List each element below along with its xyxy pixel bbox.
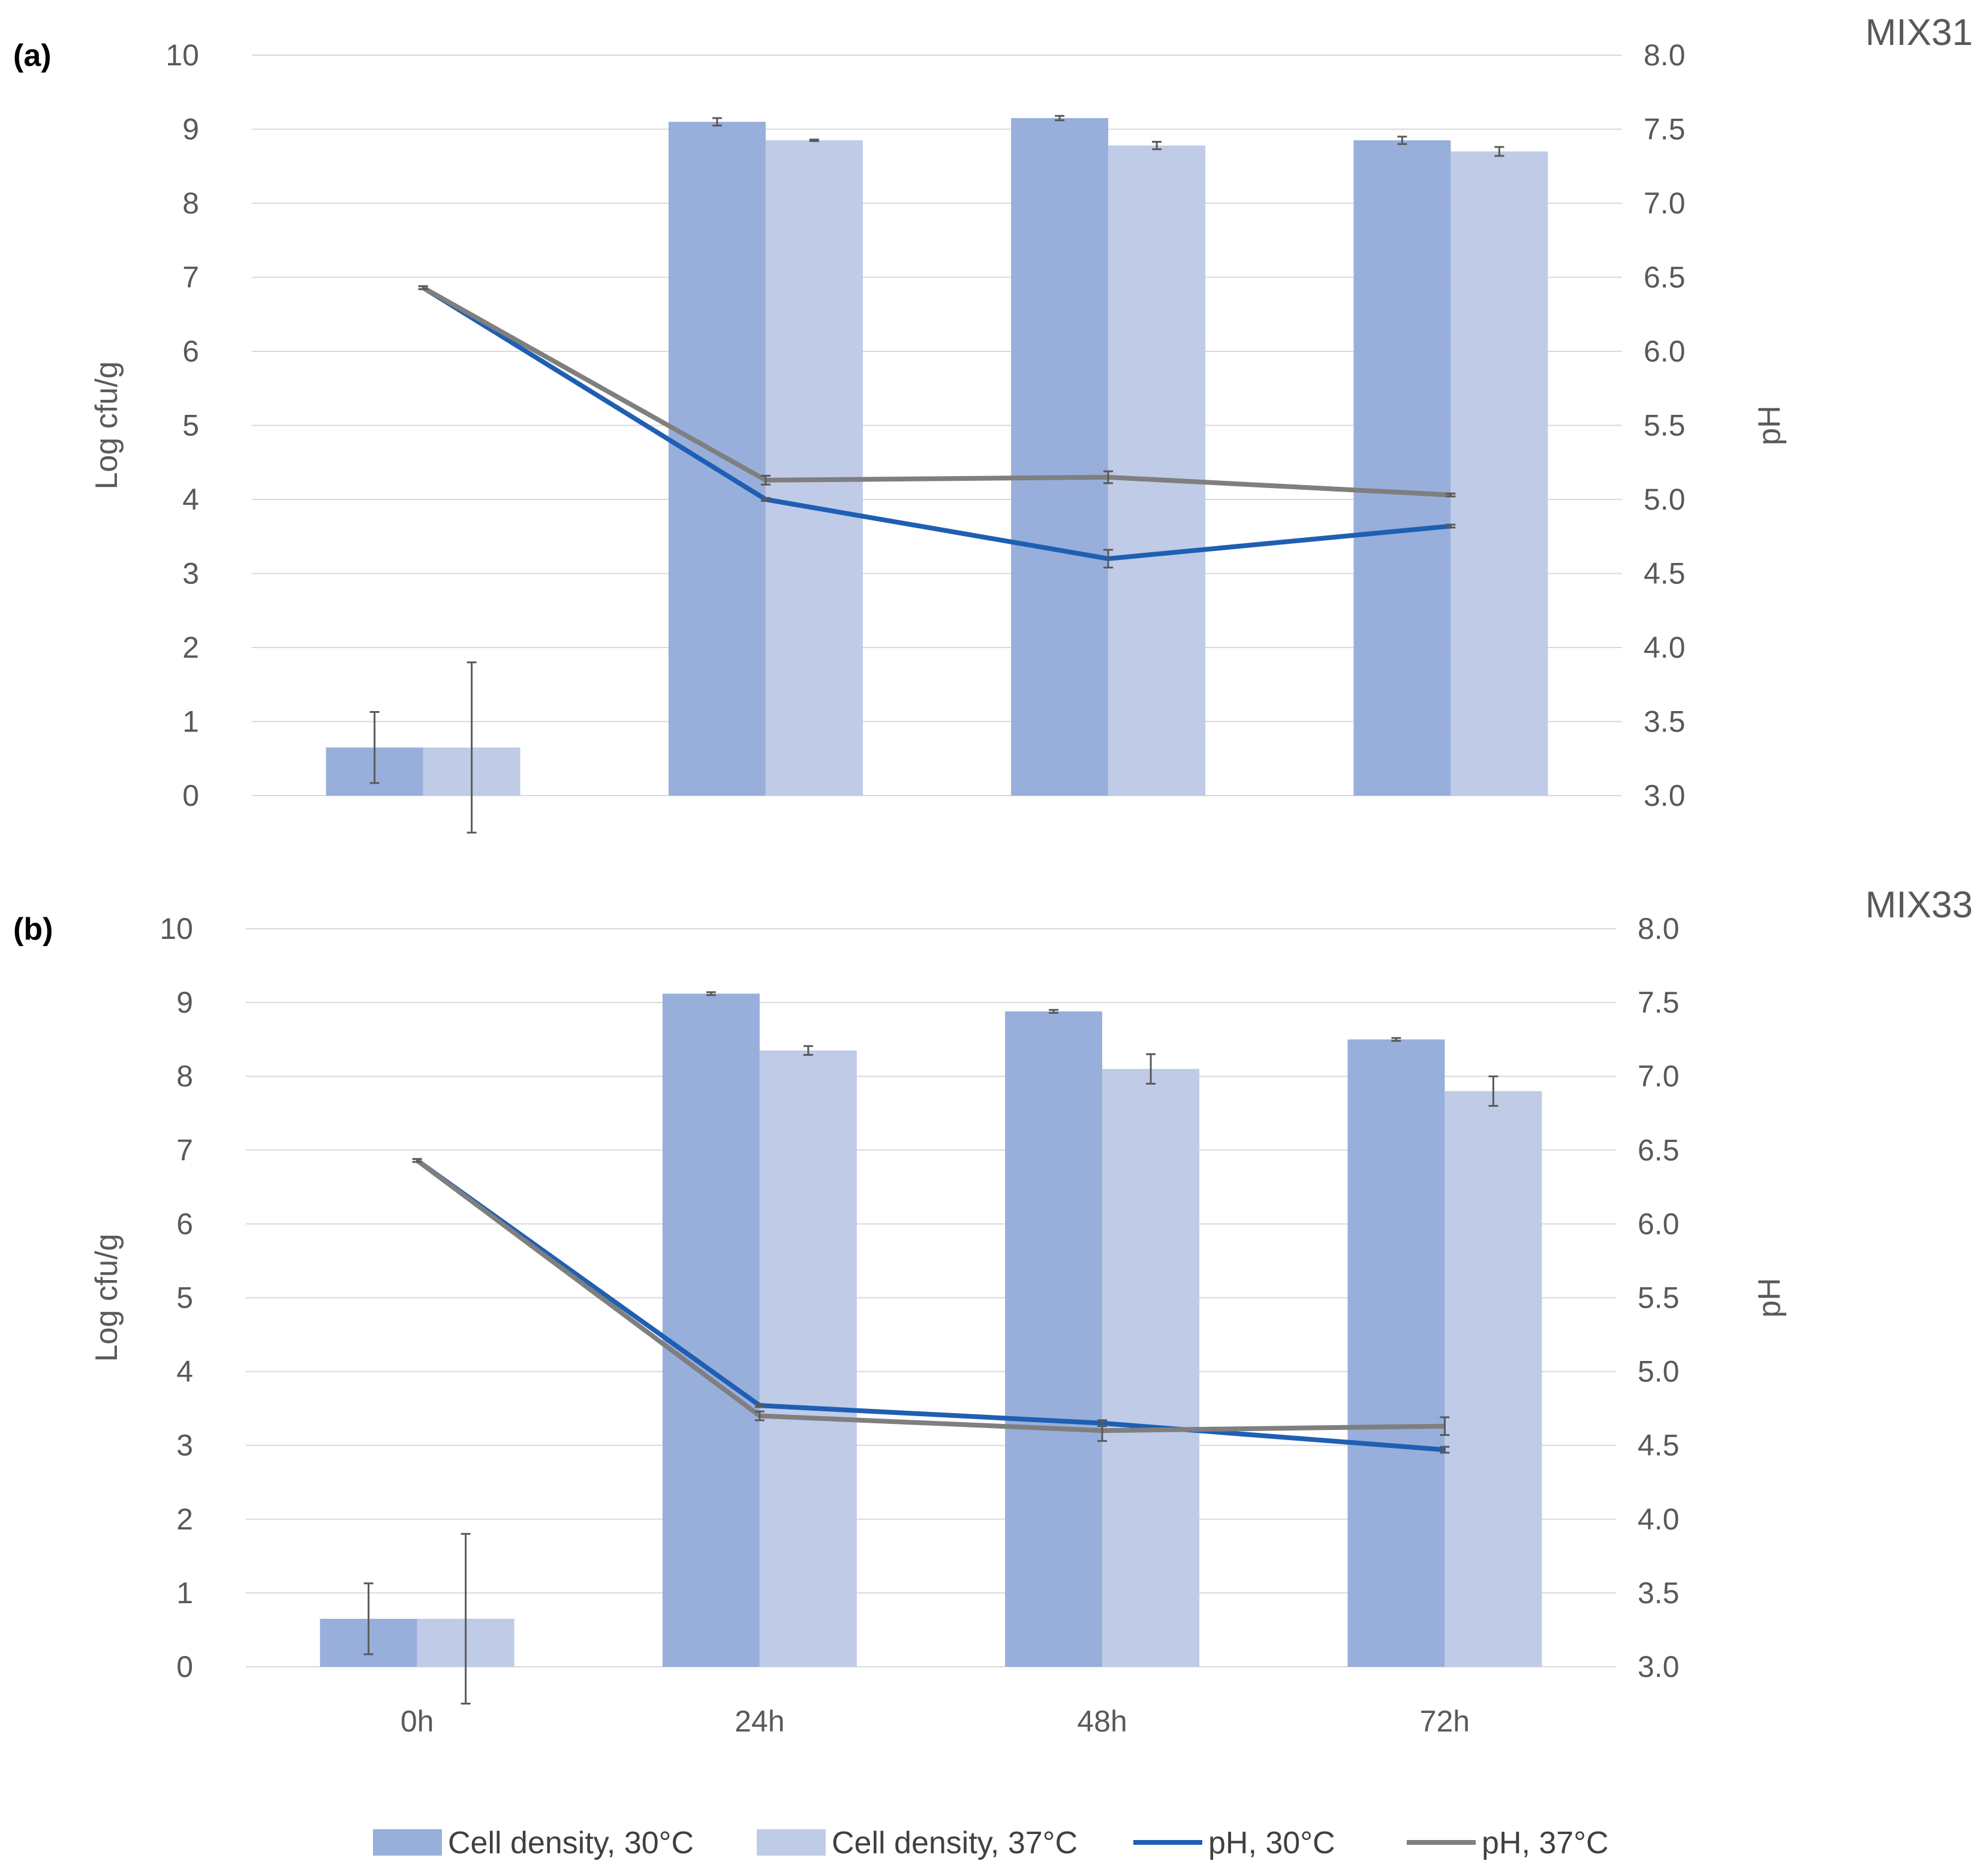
y-tick-label: 9 xyxy=(182,113,199,146)
y2-axis-title: pH xyxy=(1752,1278,1787,1317)
y-tick-label: 7 xyxy=(182,261,199,294)
bar xyxy=(1011,118,1109,796)
y2-tick-label: 5.0 xyxy=(1638,1355,1680,1389)
legend-swatch xyxy=(373,1829,442,1856)
y-tick-label: 3 xyxy=(176,1429,193,1462)
y2-tick-label: 6.5 xyxy=(1638,1133,1680,1167)
ph-line xyxy=(422,285,1451,561)
bar xyxy=(1347,1039,1445,1667)
legend-label: Cell density, 30°C xyxy=(448,1826,694,1860)
panel-title: MIX31 xyxy=(1865,12,1973,53)
y2-tick-label: 7.0 xyxy=(1644,186,1686,220)
y2-tick-label: 3.0 xyxy=(1638,1650,1680,1684)
x-tick-label: 48h xyxy=(1077,1705,1127,1738)
y-tick-label: 3 xyxy=(182,557,199,591)
y2-axis-title: pH xyxy=(1752,405,1787,445)
y-tick-label: 2 xyxy=(182,631,199,664)
bar xyxy=(668,122,766,796)
legend: Cell density, 30°C Cell density, 37°C pH, … xyxy=(373,1826,1609,1860)
y-tick-label: 7 xyxy=(176,1133,193,1167)
y-tick-label: 6 xyxy=(182,335,199,368)
bar xyxy=(759,1050,857,1667)
legend-label: pH, 37°C xyxy=(1482,1826,1609,1860)
y2-tick-label: 4.5 xyxy=(1644,557,1686,591)
legend-label: pH, 30°C xyxy=(1208,1826,1335,1860)
y-tick-label: 0 xyxy=(176,1650,193,1684)
y-tick-label: 8 xyxy=(176,1059,193,1093)
y2-tick-label: 4.0 xyxy=(1644,631,1686,664)
bar xyxy=(1108,145,1206,796)
y2-tick-label: 3.0 xyxy=(1644,779,1686,812)
bar xyxy=(662,993,760,1667)
y-tick-label: 10 xyxy=(166,38,199,72)
x-tick-label: 72h xyxy=(1420,1705,1470,1738)
y2-tick-label: 8.0 xyxy=(1638,912,1680,945)
y2-tick-label: 5.5 xyxy=(1644,409,1686,442)
y-tick-label: 1 xyxy=(182,705,199,739)
y2-tick-label: 5.0 xyxy=(1644,483,1686,516)
y2-tick-label: 3.5 xyxy=(1644,705,1686,739)
y-tick-label: 4 xyxy=(176,1355,193,1389)
y-tick-label: 8 xyxy=(182,186,199,220)
y-axis-title: Log cfu/g xyxy=(89,362,124,490)
panel-b: 0 1 2 3 4 5 6 7 8 9 10 3.0 3.5 4.0 4.5 5.0 5.5 6.0 6.5 7.0 7… xyxy=(13,884,1973,1738)
ph-line xyxy=(422,285,1451,498)
legend-swatch xyxy=(757,1829,826,1856)
y2-tick-label: 7.0 xyxy=(1638,1059,1680,1093)
x-tick-label: 24h xyxy=(735,1705,784,1738)
y2-tick-label: 3.5 xyxy=(1638,1576,1680,1610)
y-tick-label: 10 xyxy=(160,912,193,945)
bar xyxy=(765,140,863,796)
y-tick-label: 9 xyxy=(176,986,193,1019)
y-tick-label: 5 xyxy=(176,1281,193,1315)
y2-tick-label: 7.5 xyxy=(1644,113,1686,146)
y-axis-title: Log cfu/g xyxy=(89,1234,124,1362)
panel-a: 0 1 2 3 4 5 6 7 8 9 10 3.0 3.5 4.0 4.5 5.0 5.5 6.0 6.5 7.0 7… xyxy=(13,12,1973,834)
bar xyxy=(1445,1091,1542,1667)
y2-tick-label: 4.0 xyxy=(1638,1502,1680,1536)
bar xyxy=(1005,1011,1103,1667)
bar xyxy=(1102,1068,1200,1667)
panel-label: (a) xyxy=(13,38,52,73)
ph-line xyxy=(416,1158,1445,1434)
y2-tick-label: 6.0 xyxy=(1644,335,1686,368)
y-tick-label: 6 xyxy=(176,1207,193,1240)
y-tick-label: 2 xyxy=(176,1502,193,1536)
y2-tick-label: 6.5 xyxy=(1644,261,1686,294)
panel-label: (b) xyxy=(13,912,53,947)
y2-tick-label: 8.0 xyxy=(1644,38,1686,72)
panel-title: MIX33 xyxy=(1865,884,1973,926)
y2-tick-label: 7.5 xyxy=(1638,986,1680,1019)
legend-label: Cell density, 37°C xyxy=(832,1826,1078,1860)
y-tick-label: 4 xyxy=(182,483,199,516)
bar xyxy=(1451,151,1548,796)
y2-tick-label: 5.5 xyxy=(1638,1281,1680,1315)
ph-line xyxy=(416,1158,1445,1453)
y-tick-label: 5 xyxy=(182,409,199,442)
y2-tick-label: 4.5 xyxy=(1638,1429,1680,1462)
y-tick-label: 0 xyxy=(182,779,199,812)
bar xyxy=(1353,140,1451,796)
x-tick-label: 0h xyxy=(401,1705,434,1738)
y-tick-label: 1 xyxy=(176,1576,193,1610)
y2-tick-label: 6.0 xyxy=(1638,1207,1680,1240)
